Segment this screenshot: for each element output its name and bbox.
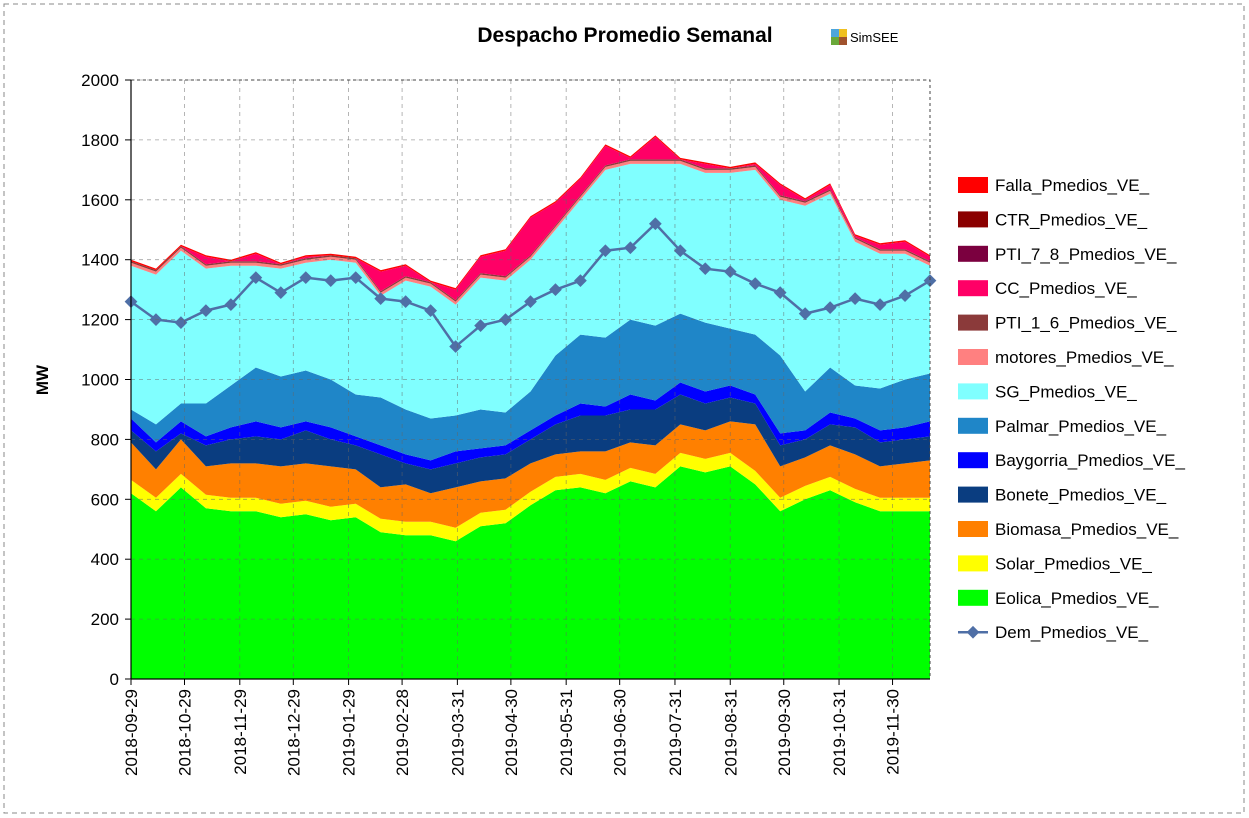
marker — [224, 298, 238, 311]
legend-label: PTI_7_8_Pmedios_VE_ — [995, 245, 1177, 264]
legend-label: motores_Pmedios_VE_ — [995, 348, 1174, 367]
area — [131, 163, 930, 425]
y-axis-label: MW — [33, 364, 52, 395]
area — [131, 136, 930, 301]
x-tick-label: 2019-07-31 — [666, 689, 685, 776]
legend-label: PTI_1_6_Pmedios_VE_ — [995, 314, 1177, 333]
logo-icon — [831, 37, 839, 45]
logo-icon — [839, 29, 847, 37]
legend-swatch — [958, 177, 988, 193]
x-tick-label: 2019-08-31 — [721, 689, 740, 776]
legend-swatch — [958, 521, 988, 537]
x-tick-label: 2019-01-29 — [340, 689, 359, 776]
legend-label: SG_Pmedios_VE_ — [995, 382, 1137, 401]
legend-swatch — [958, 280, 988, 297]
marker — [449, 340, 462, 353]
plot-area: 0 200 400 600 800 1000 1200 1400 1600 1800 2000 201… — [81, 71, 937, 776]
x-tick-label: 2018-11-29 — [231, 689, 250, 775]
x-tick-label: 2019-11-30 — [884, 689, 903, 775]
legend-swatch — [958, 486, 988, 503]
legend-label: Palmar_Pmedios_VE_ — [995, 417, 1167, 436]
marker — [499, 313, 512, 326]
y-tick-label: 1800 — [81, 131, 119, 150]
marker — [249, 271, 263, 285]
marker — [324, 274, 338, 288]
x-tick-label: 2019-02-28 — [393, 689, 412, 776]
logo-icon — [839, 37, 847, 45]
marker — [374, 292, 388, 305]
y-tick-label: 200 — [91, 610, 119, 629]
marker — [424, 304, 437, 317]
x-tick-label: 2018-10-29 — [176, 689, 195, 776]
area — [131, 313, 930, 461]
legend-label: CC_Pmedios_VE_ — [995, 279, 1137, 298]
legend-label: Biomasa_Pmedios_VE_ — [995, 520, 1179, 539]
legend-swatch — [958, 314, 988, 331]
y-tick-label: 1400 — [81, 251, 119, 270]
x-tick-label: 2019-05-31 — [557, 689, 576, 776]
y-tick-label: 2000 — [81, 71, 119, 90]
marker — [299, 271, 313, 285]
legend-swatch — [958, 555, 988, 572]
area — [131, 452, 930, 542]
logo-icon — [831, 29, 839, 37]
legend-swatch — [958, 349, 988, 365]
marker — [349, 271, 363, 285]
marker — [174, 316, 188, 329]
legend-label: Eolica_Pmedios_VE_ — [995, 589, 1159, 608]
legend-label: Bonete_Pmedios_VE_ — [995, 486, 1167, 505]
legend-swatch — [958, 452, 988, 469]
legend-label: CTR_Pmedios_VE_ — [995, 210, 1148, 229]
legend-label: Falla_Pmedios_VE_ — [995, 176, 1150, 195]
x-tick-label: 2019-10-31 — [830, 689, 849, 776]
y-tick-label: 400 — [91, 550, 119, 569]
marker — [274, 286, 288, 300]
y-tick-label: 800 — [91, 430, 119, 449]
y-tick-label: 1200 — [81, 311, 119, 330]
legend-label: Dem_Pmedios_VE_ — [995, 623, 1149, 642]
legend-swatch — [958, 245, 988, 262]
legend-label: Baygorria_Pmedios_VE_ — [995, 451, 1185, 470]
y-tick-label: 0 — [110, 670, 119, 689]
y-tick-label: 600 — [91, 490, 119, 509]
legend-swatch — [958, 211, 988, 228]
x-tick-label: 2019-06-30 — [611, 689, 630, 776]
y-tick-label: 1000 — [81, 371, 119, 390]
y-tick-label: 1600 — [81, 191, 119, 210]
legend-swatch — [958, 383, 988, 400]
legend-label: Solar_Pmedios_VE_ — [995, 554, 1152, 573]
area — [131, 382, 930, 470]
logo-text: SimSEE — [850, 30, 899, 45]
legend-swatch — [958, 589, 988, 606]
chart-title: Despacho Promedio Semanal — [477, 24, 772, 47]
marker — [199, 304, 213, 317]
marker — [474, 319, 487, 332]
x-tick-label: 2019-09-30 — [775, 689, 794, 776]
x-tick-label: 2019-03-31 — [448, 689, 467, 776]
x-tick-label: 2018-09-29 — [122, 689, 141, 776]
x-tick-label: 2019-04-30 — [502, 689, 521, 776]
legend-swatch — [958, 417, 988, 434]
x-tick-label: 2018-12-29 — [284, 689, 303, 776]
legend: Falla_Pmedios_VE_ CTR_Pmedios_VE_ PTI_7_8_… — [958, 176, 1185, 642]
